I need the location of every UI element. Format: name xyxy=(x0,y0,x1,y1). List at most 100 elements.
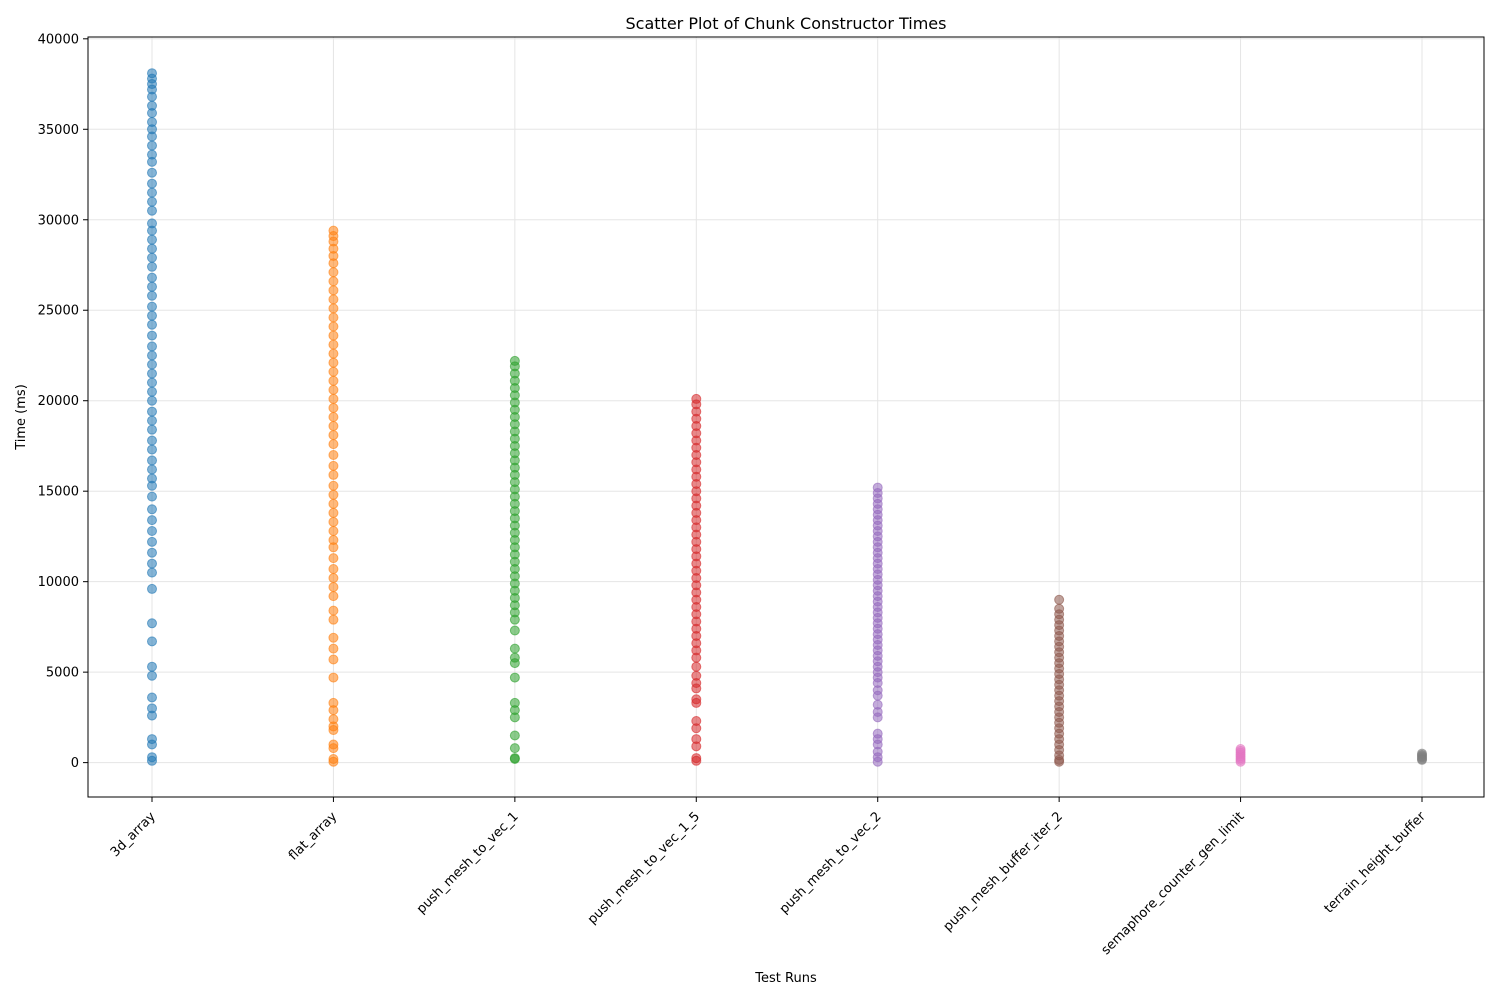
points xyxy=(147,68,1427,767)
point xyxy=(147,167,157,178)
point xyxy=(328,542,339,553)
point xyxy=(509,643,520,654)
point xyxy=(147,583,157,594)
point xyxy=(328,303,339,314)
point xyxy=(691,755,702,766)
point xyxy=(147,464,157,475)
point xyxy=(328,258,339,269)
point xyxy=(691,741,702,752)
point xyxy=(147,319,157,330)
point xyxy=(147,415,157,426)
y-tick-label: 15000 xyxy=(38,485,79,500)
point xyxy=(147,395,157,406)
point xyxy=(147,310,157,321)
point xyxy=(328,276,339,287)
point xyxy=(328,321,339,332)
point xyxy=(328,439,339,450)
y-axis-label: Time (ms) xyxy=(14,384,29,451)
point xyxy=(328,267,339,278)
point xyxy=(147,661,157,672)
x-tick-label: push_mesh_to_vec_2 xyxy=(777,809,885,917)
point xyxy=(147,406,157,417)
y-tick-label: 25000 xyxy=(38,304,79,319)
point xyxy=(147,386,157,397)
point xyxy=(147,187,157,198)
point xyxy=(147,692,157,703)
point xyxy=(328,591,339,602)
point xyxy=(328,489,339,500)
point xyxy=(328,460,339,471)
point xyxy=(328,632,339,643)
point xyxy=(1417,754,1427,765)
point xyxy=(872,756,883,767)
point xyxy=(147,330,157,341)
point xyxy=(328,654,339,665)
point xyxy=(509,743,520,754)
point xyxy=(147,368,157,379)
point xyxy=(147,670,157,681)
x-axis-label: Test Runs xyxy=(754,971,817,986)
point xyxy=(147,515,157,526)
point xyxy=(147,359,157,370)
point xyxy=(872,690,883,701)
point xyxy=(328,366,339,377)
x-tick-label: semaphore_counter_gen_limit xyxy=(1099,809,1248,958)
point xyxy=(147,526,157,536)
point xyxy=(147,281,157,292)
point xyxy=(328,553,339,564)
point xyxy=(147,341,157,352)
point xyxy=(147,424,157,435)
point xyxy=(509,625,520,636)
point xyxy=(147,377,157,388)
x-tick-label: flat_array xyxy=(286,809,341,864)
point xyxy=(509,672,520,683)
point xyxy=(147,301,157,312)
point xyxy=(328,402,339,413)
point xyxy=(328,516,339,527)
point xyxy=(147,196,157,207)
point xyxy=(328,564,339,574)
point xyxy=(147,567,157,578)
point xyxy=(147,140,157,151)
point xyxy=(147,710,157,721)
point xyxy=(509,712,520,723)
point xyxy=(328,393,339,404)
point xyxy=(328,498,339,509)
point xyxy=(328,705,339,716)
x-tick-label: 3d_array xyxy=(108,809,159,860)
point xyxy=(328,672,339,683)
point xyxy=(147,636,157,647)
point xyxy=(147,350,157,361)
point xyxy=(328,384,339,395)
point xyxy=(147,536,157,547)
point xyxy=(328,743,339,754)
point xyxy=(328,357,339,368)
point xyxy=(147,225,157,236)
point xyxy=(328,412,339,422)
point xyxy=(691,723,702,734)
plot-frame xyxy=(87,36,1485,798)
point xyxy=(147,272,157,283)
point xyxy=(328,480,339,491)
point xyxy=(691,697,702,708)
point xyxy=(691,652,702,663)
y-tick-label: 10000 xyxy=(38,575,79,590)
point xyxy=(1235,756,1246,767)
chart-title: Scatter Plot of Chunk Constructor Times xyxy=(626,14,947,33)
point xyxy=(328,573,339,584)
point xyxy=(147,91,157,102)
point xyxy=(328,450,339,460)
point xyxy=(1054,756,1065,767)
point xyxy=(328,756,339,767)
y-tick-label: 5000 xyxy=(46,666,79,681)
point xyxy=(509,614,520,625)
y-tick-label: 30000 xyxy=(38,213,79,228)
point xyxy=(147,547,157,558)
point xyxy=(147,243,157,254)
point xyxy=(328,330,339,341)
point xyxy=(147,131,157,142)
point xyxy=(147,739,157,750)
x-tick-label: push_mesh_to_vec_1_5 xyxy=(585,809,703,927)
point xyxy=(328,312,339,323)
